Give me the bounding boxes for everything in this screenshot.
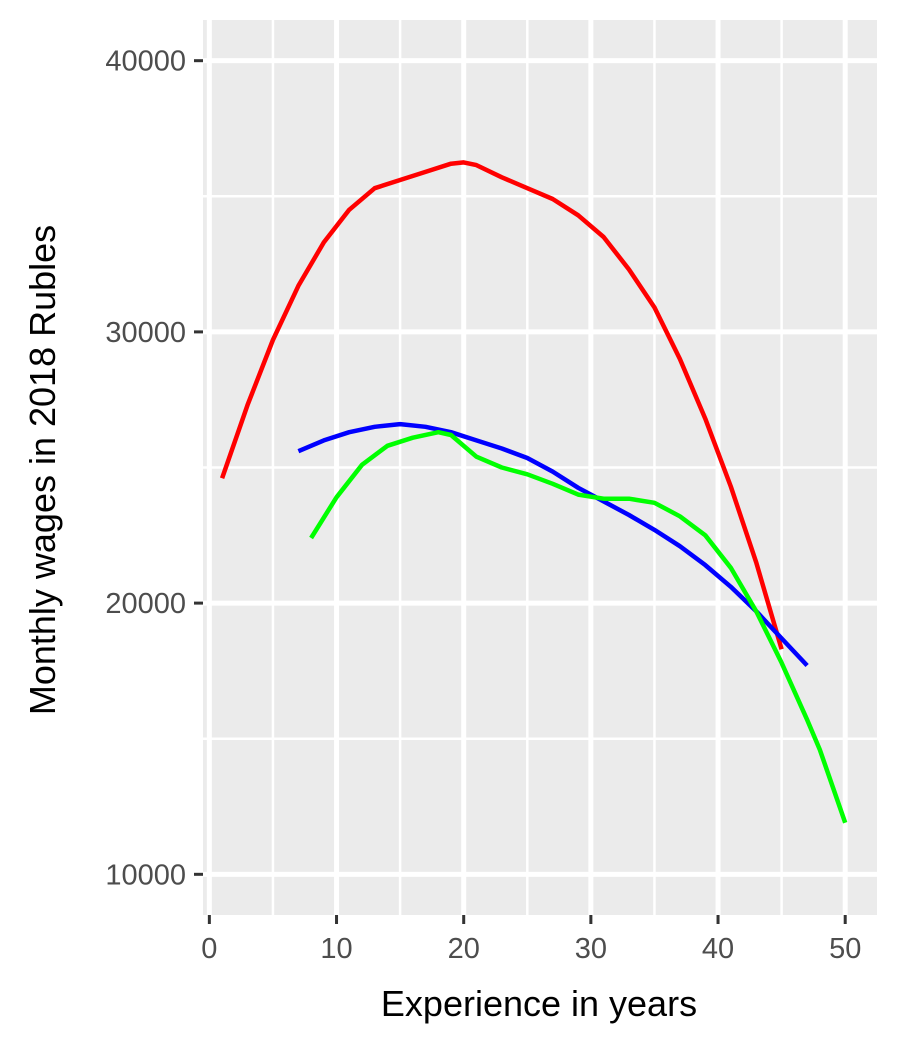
series-line-2 <box>297 421 809 668</box>
y-tick-label: 10000 <box>105 859 186 891</box>
x-tick-label: 10 <box>320 933 352 965</box>
grid-major <box>203 20 877 915</box>
x-axis-title: Experience in years <box>381 983 697 1024</box>
y-axis-title: Monthly wages in 2018 Rubles <box>22 225 63 715</box>
y-tick-label: 20000 <box>105 588 186 620</box>
x-tick-label: 50 <box>829 933 861 965</box>
y-axis: 10000 20000 30000 40000 <box>105 46 203 891</box>
x-tick-label: 40 <box>702 933 734 965</box>
series-line-3 <box>309 429 848 824</box>
x-tick-label: 20 <box>448 933 480 965</box>
y-tick-label: 40000 <box>105 46 186 78</box>
grid-minor <box>203 20 877 915</box>
x-tick-label: 30 <box>575 933 607 965</box>
series-layer <box>219 160 848 824</box>
y-tick-label: 30000 <box>105 317 186 349</box>
series-line-1 <box>219 160 784 650</box>
x-tick-label: 0 <box>201 933 217 965</box>
x-axis: 0 10 20 30 40 50 <box>201 915 861 965</box>
